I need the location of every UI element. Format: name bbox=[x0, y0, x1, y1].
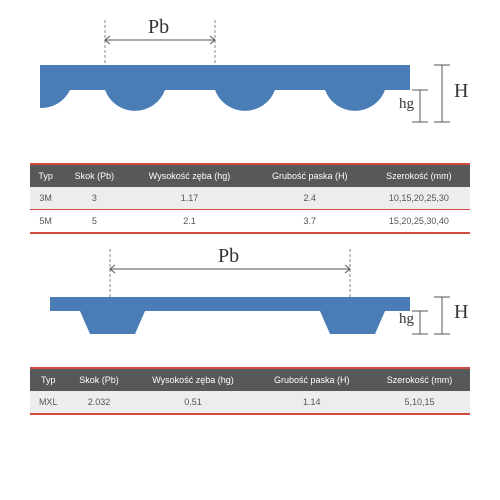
col-skok: Skok (Pb) bbox=[61, 164, 127, 187]
bottom-section: Pb hg H Typ Skok (Pb) Wysokość zęba (hg)… bbox=[30, 249, 470, 415]
col-wys: Wysokość zęba (hg) bbox=[127, 164, 251, 187]
col-wys: Wysokość zęba (hg) bbox=[132, 368, 255, 391]
hg-label: hg bbox=[399, 96, 414, 113]
h-label: H bbox=[454, 80, 468, 103]
bottom-table: Typ Skok (Pb) Wysokość zęba (hg) Grubość… bbox=[30, 367, 470, 415]
bottom-diagram: Pb hg H bbox=[30, 249, 470, 359]
col-typ: Typ bbox=[30, 368, 66, 391]
col-grub: Grubość paska (H) bbox=[252, 164, 368, 187]
pb-label: Pb bbox=[218, 245, 239, 268]
table-row: 3M 3 1.17 2.4 10,15,20,25,30 bbox=[30, 187, 470, 210]
pb-label: Pb bbox=[148, 16, 169, 39]
hg-label: hg bbox=[399, 311, 414, 328]
col-typ: Typ bbox=[30, 164, 61, 187]
col-grub: Grubość paska (H) bbox=[254, 368, 369, 391]
h-label: H bbox=[454, 301, 468, 324]
belt-profile-htd-svg bbox=[30, 20, 470, 155]
bottom-table-header-row: Typ Skok (Pb) Wysokość zęba (hg) Grubość… bbox=[30, 368, 470, 391]
table-row: 5M 5 2.1 3.7 15,20,25,30,40 bbox=[30, 210, 470, 234]
top-section: Pb hg H Typ Skok (Pb) Wysokość zęba (hg)… bbox=[30, 20, 470, 234]
top-table-header-row: Typ Skok (Pb) Wysokość zęba (hg) Grubość… bbox=[30, 164, 470, 187]
table-row: MXL 2.032 0.51 1.14 5,10,15 bbox=[30, 391, 470, 414]
col-szer: Szerokość (mm) bbox=[368, 164, 470, 187]
col-szer: Szerokość (mm) bbox=[369, 368, 470, 391]
top-diagram: Pb hg H bbox=[30, 20, 470, 155]
belt-profile-trap-svg bbox=[30, 249, 470, 359]
top-table: Typ Skok (Pb) Wysokość zęba (hg) Grubość… bbox=[30, 163, 470, 234]
col-skok: Skok (Pb) bbox=[66, 368, 131, 391]
